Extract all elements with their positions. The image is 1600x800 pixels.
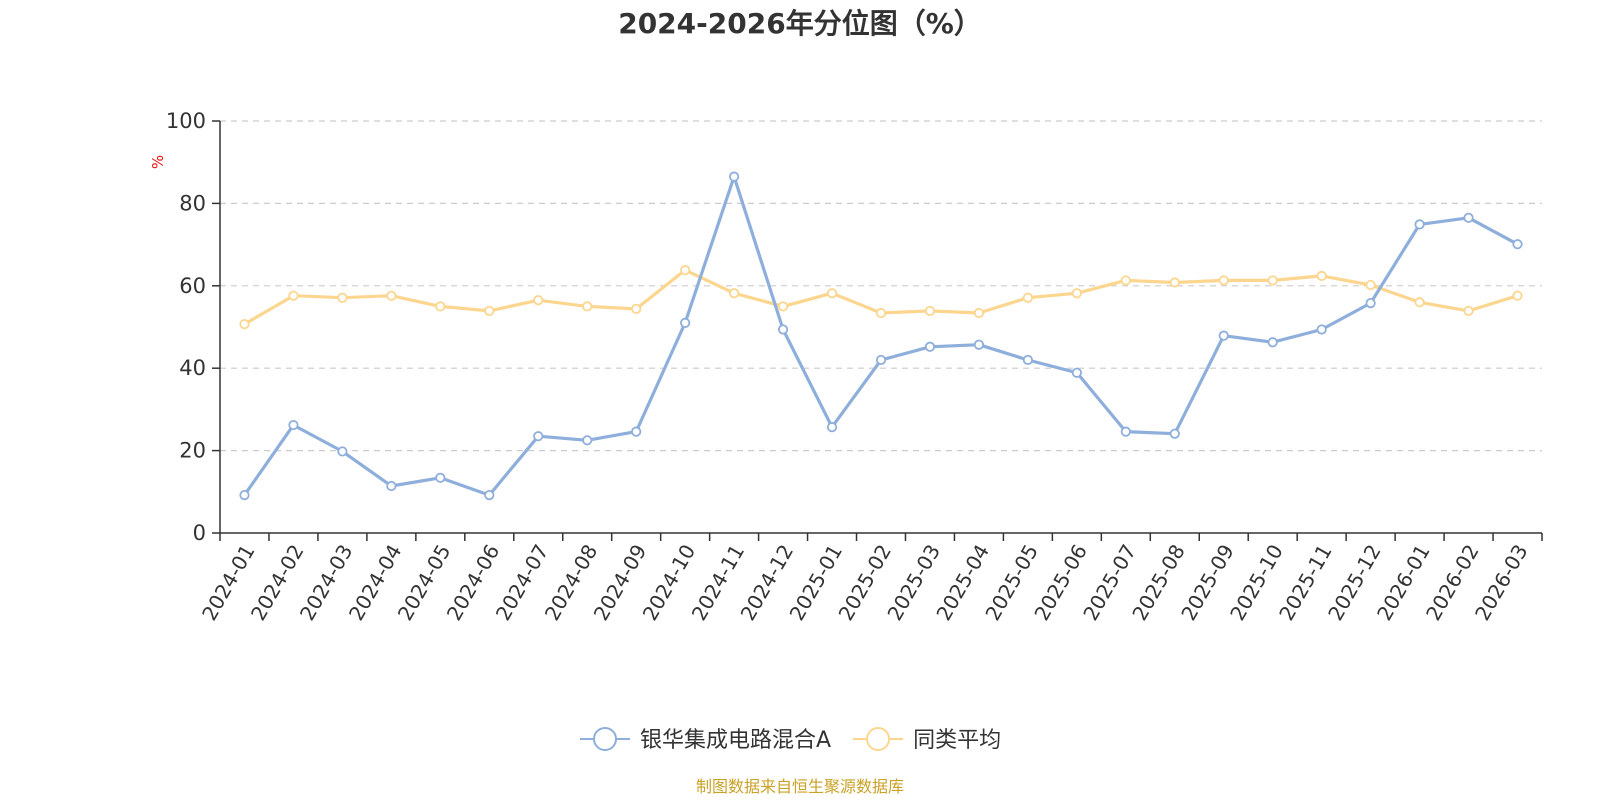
source-note: 制图数据来自恒生聚源数据库 <box>696 777 904 796</box>
legend-item-1[interactable]: 同类平均 <box>853 727 1001 753</box>
data-point[interactable] <box>1120 275 1131 286</box>
series-0 <box>239 171 1523 501</box>
data-point[interactable] <box>1169 428 1180 439</box>
data-point[interactable] <box>386 290 397 301</box>
y-tick-label: 0 <box>193 521 206 545</box>
data-point[interactable] <box>386 480 397 492</box>
data-point[interactable] <box>631 426 642 437</box>
data-point[interactable] <box>435 301 446 312</box>
chart-title: 2024-2026年分位图（%） <box>618 7 982 40</box>
legend-marker <box>593 727 617 751</box>
data-point[interactable] <box>484 489 495 501</box>
y-unit-label: % <box>149 155 167 169</box>
data-point[interactable] <box>1022 354 1033 366</box>
axes <box>212 120 1543 541</box>
x-axis-ticks: 2024-012024-022024-032024-042024-052024-… <box>197 540 1533 624</box>
data-point[interactable] <box>729 171 740 182</box>
data-point[interactable] <box>288 290 299 301</box>
series-layer <box>239 171 1523 501</box>
legend-label: 同类平均 <box>913 728 1001 753</box>
data-point[interactable] <box>1463 212 1474 223</box>
y-tick-label: 20 <box>179 439 206 463</box>
legend[interactable]: 银华集成电路混合A 同类平均 <box>580 727 1001 753</box>
data-point[interactable] <box>1218 275 1229 286</box>
data-point[interactable] <box>1120 426 1131 437</box>
data-point[interactable] <box>582 435 593 446</box>
data-point[interactable] <box>1414 219 1425 230</box>
data-point[interactable] <box>875 307 887 319</box>
data-point[interactable] <box>533 431 544 442</box>
data-point[interactable] <box>1169 277 1180 288</box>
data-point[interactable] <box>533 295 544 306</box>
series-1 <box>239 265 1523 330</box>
data-point[interactable] <box>1218 330 1229 341</box>
data-point[interactable] <box>1512 290 1523 301</box>
y-tick-label: 80 <box>179 191 206 215</box>
data-point[interactable] <box>826 422 838 433</box>
data-point[interactable] <box>1071 367 1082 378</box>
data-point[interactable] <box>777 301 789 312</box>
data-point[interactable] <box>924 305 936 317</box>
y-tick-label: 40 <box>179 356 206 380</box>
y-axis-ticks: 0 20 40 60 80 100 <box>166 109 206 545</box>
legend-label: 银华集成电路混合A <box>640 728 831 753</box>
legend-marker <box>866 727 891 751</box>
data-point[interactable] <box>680 265 691 276</box>
data-point[interactable] <box>1267 337 1278 348</box>
data-point[interactable] <box>729 288 740 299</box>
data-point[interactable] <box>484 305 495 317</box>
data-point[interactable] <box>1267 275 1278 286</box>
data-point[interactable] <box>924 341 936 352</box>
data-point[interactable] <box>582 301 593 312</box>
data-point[interactable] <box>680 317 691 328</box>
data-point[interactable] <box>1316 324 1327 335</box>
data-point[interactable] <box>777 324 789 335</box>
data-point[interactable] <box>1316 270 1327 282</box>
data-point[interactable] <box>337 446 348 457</box>
data-point[interactable] <box>826 288 838 299</box>
data-point[interactable] <box>1022 292 1033 303</box>
data-point[interactable] <box>631 303 642 314</box>
data-point[interactable] <box>239 489 250 501</box>
data-point[interactable] <box>973 339 985 350</box>
data-point[interactable] <box>875 354 887 366</box>
data-point[interactable] <box>1365 279 1376 291</box>
legend-item-0[interactable]: 银华集成电路混合A <box>580 727 831 753</box>
y-tick-label: 60 <box>179 274 206 298</box>
data-point[interactable] <box>337 292 348 303</box>
data-point[interactable] <box>288 419 299 431</box>
data-point[interactable] <box>435 472 446 483</box>
data-point[interactable] <box>1365 298 1376 309</box>
y-tick-label: 100 <box>166 109 206 133</box>
data-point[interactable] <box>1463 305 1474 317</box>
data-point[interactable] <box>973 307 985 319</box>
data-point[interactable] <box>1071 288 1082 299</box>
data-point[interactable] <box>1414 297 1425 308</box>
series-line <box>243 175 1519 497</box>
data-point[interactable] <box>1512 239 1523 250</box>
grid-lines <box>220 120 1542 452</box>
data-point[interactable] <box>239 319 250 330</box>
